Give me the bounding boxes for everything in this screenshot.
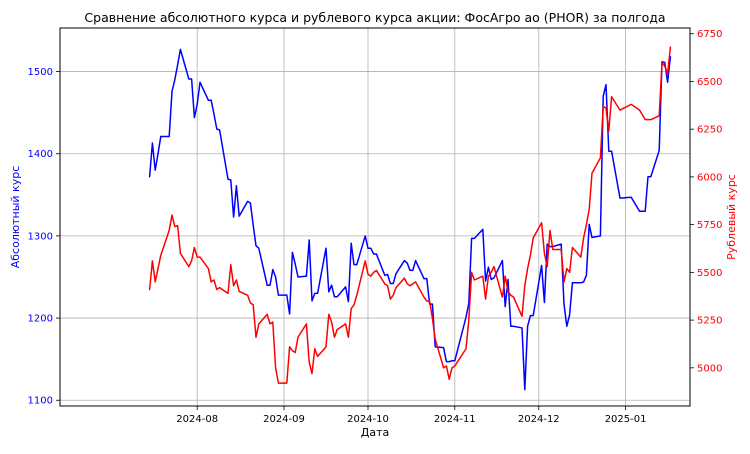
chart-title: Сравнение абсолютного курса и рублевого …	[84, 10, 665, 25]
absolute-price-line	[148, 48, 672, 391]
x-axis: 2024-08 2024-09 2024-10 2024-11 2024-12 2025-…	[176, 406, 646, 425]
left-y-tick-label: 1500	[28, 67, 53, 78]
x-tick-label: 2024-11	[434, 414, 476, 425]
x-tick-label: 2024-10	[347, 414, 389, 425]
left-y-axis-label: Абсолютный курс	[9, 166, 22, 269]
left-y-tick-label: 1400	[28, 149, 53, 160]
x-tick-label: 2024-08	[176, 414, 218, 425]
x-tick-label: 2024-09	[263, 414, 305, 425]
x-tick-label: 2025-01	[605, 414, 647, 425]
x-tick-label: 2024-12	[518, 414, 560, 425]
ruble-price-line	[148, 46, 672, 384]
right-y-tick-label: 5750	[697, 220, 722, 231]
left-y-tick-label: 1100	[28, 396, 53, 407]
plot-frame	[59, 27, 691, 407]
right-y-tick-label: 6500	[697, 77, 722, 88]
right-y-tick-label: 6750	[697, 29, 722, 40]
right-y-tick-label: 5000	[697, 363, 722, 374]
right-y-tick-label: 5500	[697, 268, 722, 279]
right-y-tick-label: 6250	[697, 125, 722, 136]
right-y-axis-label: Рублевый курс	[725, 174, 738, 260]
right-y-axis: 5000 5250 5500 5750 6000 6250 6500 6750	[690, 29, 722, 374]
grid	[60, 28, 690, 406]
right-y-tick-label: 5250	[697, 316, 722, 327]
series-layer	[148, 46, 672, 391]
left-y-tick-label: 1200	[28, 314, 53, 325]
x-axis-label: Дата	[361, 426, 389, 439]
left-y-tick-label: 1300	[28, 231, 53, 242]
right-y-tick-label: 6000	[697, 172, 722, 183]
left-y-axis: 1100 1200 1300 1400 1500	[28, 67, 60, 407]
